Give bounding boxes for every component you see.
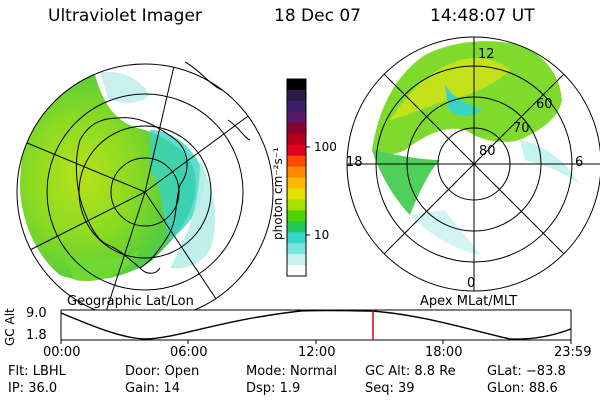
colorbar-swatch [287,221,306,233]
timeline-xtick-0000: 00:00 [43,345,81,360]
mlat-label-70: 70 [513,121,530,136]
colorbar-swatch [287,265,306,277]
time-label: 14:48:07 UT [430,6,535,26]
colorbar-swatch [287,133,306,146]
gc-altitude-timeline [60,309,572,344]
mlat-label-60: 60 [536,97,553,112]
colorbar-swatch [287,166,306,179]
mlt-label-6: 6 [575,155,584,170]
timeline-xtick-2359: 23:59 [554,345,592,360]
info-ip: IP: 36.0 [8,381,58,396]
colorbar-unit-label: photon cm⁻²s⁻¹ [271,147,285,240]
info-flt: Flt: LBHL [8,364,66,379]
date-label: 18 Dec 07 [274,6,361,26]
info-gain: Gain: 14 [125,381,180,396]
timeline-ytick-min: 1.8 [26,328,47,343]
info-seq: Seq: 39 [365,381,415,396]
info-glat: GLat: −83.8 [487,364,566,379]
colorbar [286,78,310,277]
info-dsp: Dsp: 1.9 [246,381,301,396]
colorbar-swatch [287,210,306,222]
colorbar-swatch [287,177,306,190]
info-gc-alt: GC Alt: 8.8 Re [365,364,456,379]
mlt-label-12: 12 [478,47,495,62]
colorbar-swatch [287,254,306,266]
colorbar-swatch [287,243,306,255]
colorbar-tick-100: 100 [314,140,337,154]
colorbar-swatch [287,79,306,91]
colorbar-swatch [287,188,306,200]
colorbar-swatch [287,111,306,124]
timeline-ytick-max: 9.0 [26,306,47,321]
apex-grid [346,36,600,292]
colorbar-swatch [287,144,306,157]
mlat-label-80: 80 [479,144,496,159]
info-door: Door: Open [125,364,200,379]
timeline-xtick-0600: 06:00 [170,345,208,360]
geographic-caption: Geographic Lat/Lon [67,294,194,309]
timeline-y-label: GC Alt [3,308,17,346]
timeline-xtick-1800: 18:00 [425,345,463,360]
colorbar-swatch [287,199,306,211]
colorbar-frame [286,78,307,277]
apex-caption: Apex MLat/MLT [420,294,518,309]
timeline-xtick-1200: 12:00 [298,345,336,360]
colorbar-tick-10: 10 [314,228,330,242]
info-glon: GLon: 88.6 [487,381,558,396]
info-mode: Mode: Normal [246,364,337,379]
mlt-label-18: 18 [346,155,363,170]
colorbar-swatch [287,100,306,113]
instrument-title: Ultraviolet Imager [48,6,202,26]
colorbar-swatch [287,89,306,102]
apex-map [347,37,600,291]
colorbar-swatch [287,155,306,168]
colorbar-swatch [287,122,306,135]
mlt-label-0: 0 [467,276,476,291]
colorbar-swatch [287,232,306,244]
